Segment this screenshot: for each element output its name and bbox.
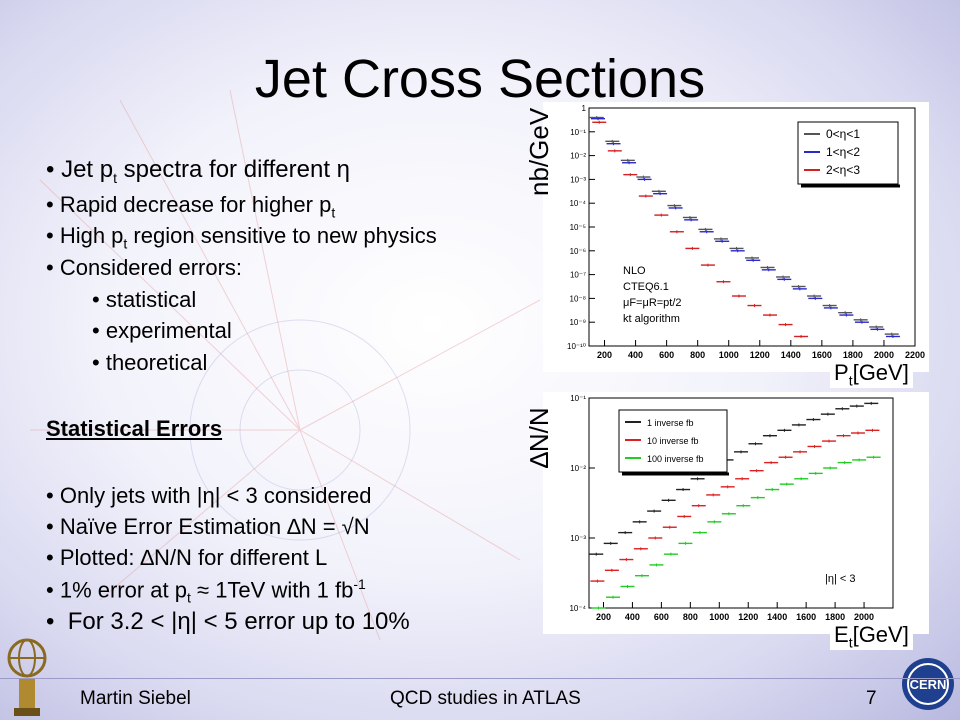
bullet-forward-region: • For 3.2 < |η| < 5 error up to 10% (46, 608, 410, 635)
x-tick-label: 600 (659, 350, 674, 360)
bullet-pt-spectra: • Jet pt spectra for different η (46, 156, 351, 186)
y-tick-label: 10⁻⁹ (569, 318, 586, 327)
bullet-one-percent: • 1% error at pt ≈ 1TeV with 1 fb-1 (46, 576, 366, 606)
x-tick-label: 1600 (796, 612, 816, 622)
y-tick-label: 10⁻¹ (570, 128, 586, 137)
legend-entry: 1<η<2 (826, 145, 860, 159)
series-1 (590, 428, 880, 583)
bullet-considered-errors: • Considered errors: (46, 255, 243, 280)
legend: 0<η<1 1<η<2 2<η<3 (797, 121, 900, 188)
x-tick-label: 2200 (905, 350, 925, 360)
x-tick-label: 1800 (825, 612, 845, 622)
y-tick-label: 10⁻³ (570, 175, 586, 184)
statistical-errors-heading: Statistical Errors (46, 416, 223, 441)
sub-bullet-statistical: • statistical (92, 287, 197, 312)
x-tick-label: 2000 (854, 612, 874, 622)
footer-divider (0, 678, 960, 679)
y-tick-label: 10⁻⁴ (569, 604, 586, 613)
legend: 1 inverse fb 10 inverse fb 100 inverse fb (618, 409, 729, 476)
x-tick-label: 1600 (812, 350, 832, 360)
svg-text:CERN: CERN (910, 677, 947, 692)
plot-frame (588, 397, 894, 609)
bullet-rapid-decrease: • Rapid decrease for higher pt (46, 192, 336, 221)
bullet-naive-error: • Naïve Error Estimation ∆N = √N (46, 514, 370, 539)
y-tick-label: 10⁻³ (570, 534, 586, 543)
plot1-ylabel: nb/GeV (524, 107, 554, 196)
y-tick-label: 10⁻⁴ (569, 199, 586, 208)
bullet-high-pt: • High pt region sensitive to new physic… (46, 223, 437, 252)
cross-section-plot: 200 400 600 800 1000 1200 1400 1600 1800 2000 2200… (567, 104, 925, 360)
x-tick-label: 800 (690, 350, 705, 360)
series-0 (589, 116, 899, 336)
x-tick-label: 1400 (781, 350, 801, 360)
legend-entry: 100 inverse fb (647, 454, 704, 464)
y-tick-label: 10⁻¹⁰ (567, 342, 586, 351)
slide-title: Jet Cross Sections (254, 49, 706, 109)
footer-page-number: 7 (866, 688, 877, 709)
y-tick-label: 10⁻¹ (570, 394, 586, 403)
plot2-xlabel: Et[GeV] (830, 622, 913, 651)
y-tick-label: 10⁻² (570, 152, 586, 161)
x-tick-label: 1000 (709, 612, 729, 622)
y-tick-label: 10⁻² (570, 464, 586, 473)
atlas-experiment-logo (7, 638, 47, 716)
series-1 (591, 117, 900, 338)
series-2 (591, 455, 881, 610)
y-tick-label: 10⁻⁸ (570, 294, 587, 303)
plot1-xlabel: Pt[GeV] (830, 360, 913, 389)
x-tick-label: 2000 (874, 350, 894, 360)
legend-entry: 1 inverse fb (647, 418, 694, 428)
x-tick-label: 400 (628, 350, 643, 360)
x-tick-label: 800 (683, 612, 698, 622)
plot2-ylabel: ∆N/N (524, 407, 554, 468)
y-tick-label: 10⁻⁶ (570, 247, 586, 256)
sub-bullet-experimental: • experimental (92, 318, 232, 343)
y-tick-label: 10⁻⁵ (570, 223, 586, 232)
cross-section-plot-panel: 200 400 600 800 1000 1200 1400 1600 1800 2000 2200… (543, 102, 929, 372)
plot-annotation: CTEQ6.1 (623, 281, 669, 293)
y-tick-label: 1 (582, 104, 587, 113)
cern-logo: CERN (902, 658, 954, 710)
bullet-eta-cut: • Only jets with |η| < 3 considered (46, 483, 372, 508)
x-tick-label: 600 (654, 612, 669, 622)
plot-annotation: μF=μR=pt/2 (623, 297, 682, 309)
x-tick-label: 1200 (750, 350, 770, 360)
relative-error-plot: 200 400 600 800 1000 1200 1400 1600 1800 2000 10⁻⁴… (569, 394, 894, 622)
x-tick-label: 200 (597, 350, 612, 360)
x-tick-label: 400 (625, 612, 640, 622)
sub-bullet-theoretical: • theoretical (92, 350, 208, 375)
legend-entry: 10 inverse fb (647, 436, 699, 446)
plot-annotation: kt algorithm (623, 313, 680, 325)
x-tick-label: 1800 (843, 350, 863, 360)
footer-talk-title: QCD studies in ATLAS (390, 688, 581, 709)
x-tick-label: 1000 (719, 350, 739, 360)
series-2 (592, 120, 809, 338)
bullet-plotted: • Plotted: ∆N/N for different L (46, 545, 328, 570)
x-tick-label: 200 (596, 612, 611, 622)
plot-annotation: NLO (623, 265, 646, 277)
legend-entry: 0<η<1 (826, 127, 860, 141)
x-tick-label: 1200 (738, 612, 758, 622)
y-tick-label: 10⁻⁷ (570, 271, 586, 280)
x-tick-label: 1400 (767, 612, 787, 622)
legend-entry: 2<η<3 (826, 163, 860, 177)
footer-author: Martin Siebel (80, 688, 191, 709)
relative-error-plot-panel: 200 400 600 800 1000 1200 1400 1600 1800 2000 10⁻⁴… (543, 392, 929, 634)
plot-annotation: |η| < 3 (825, 573, 856, 585)
